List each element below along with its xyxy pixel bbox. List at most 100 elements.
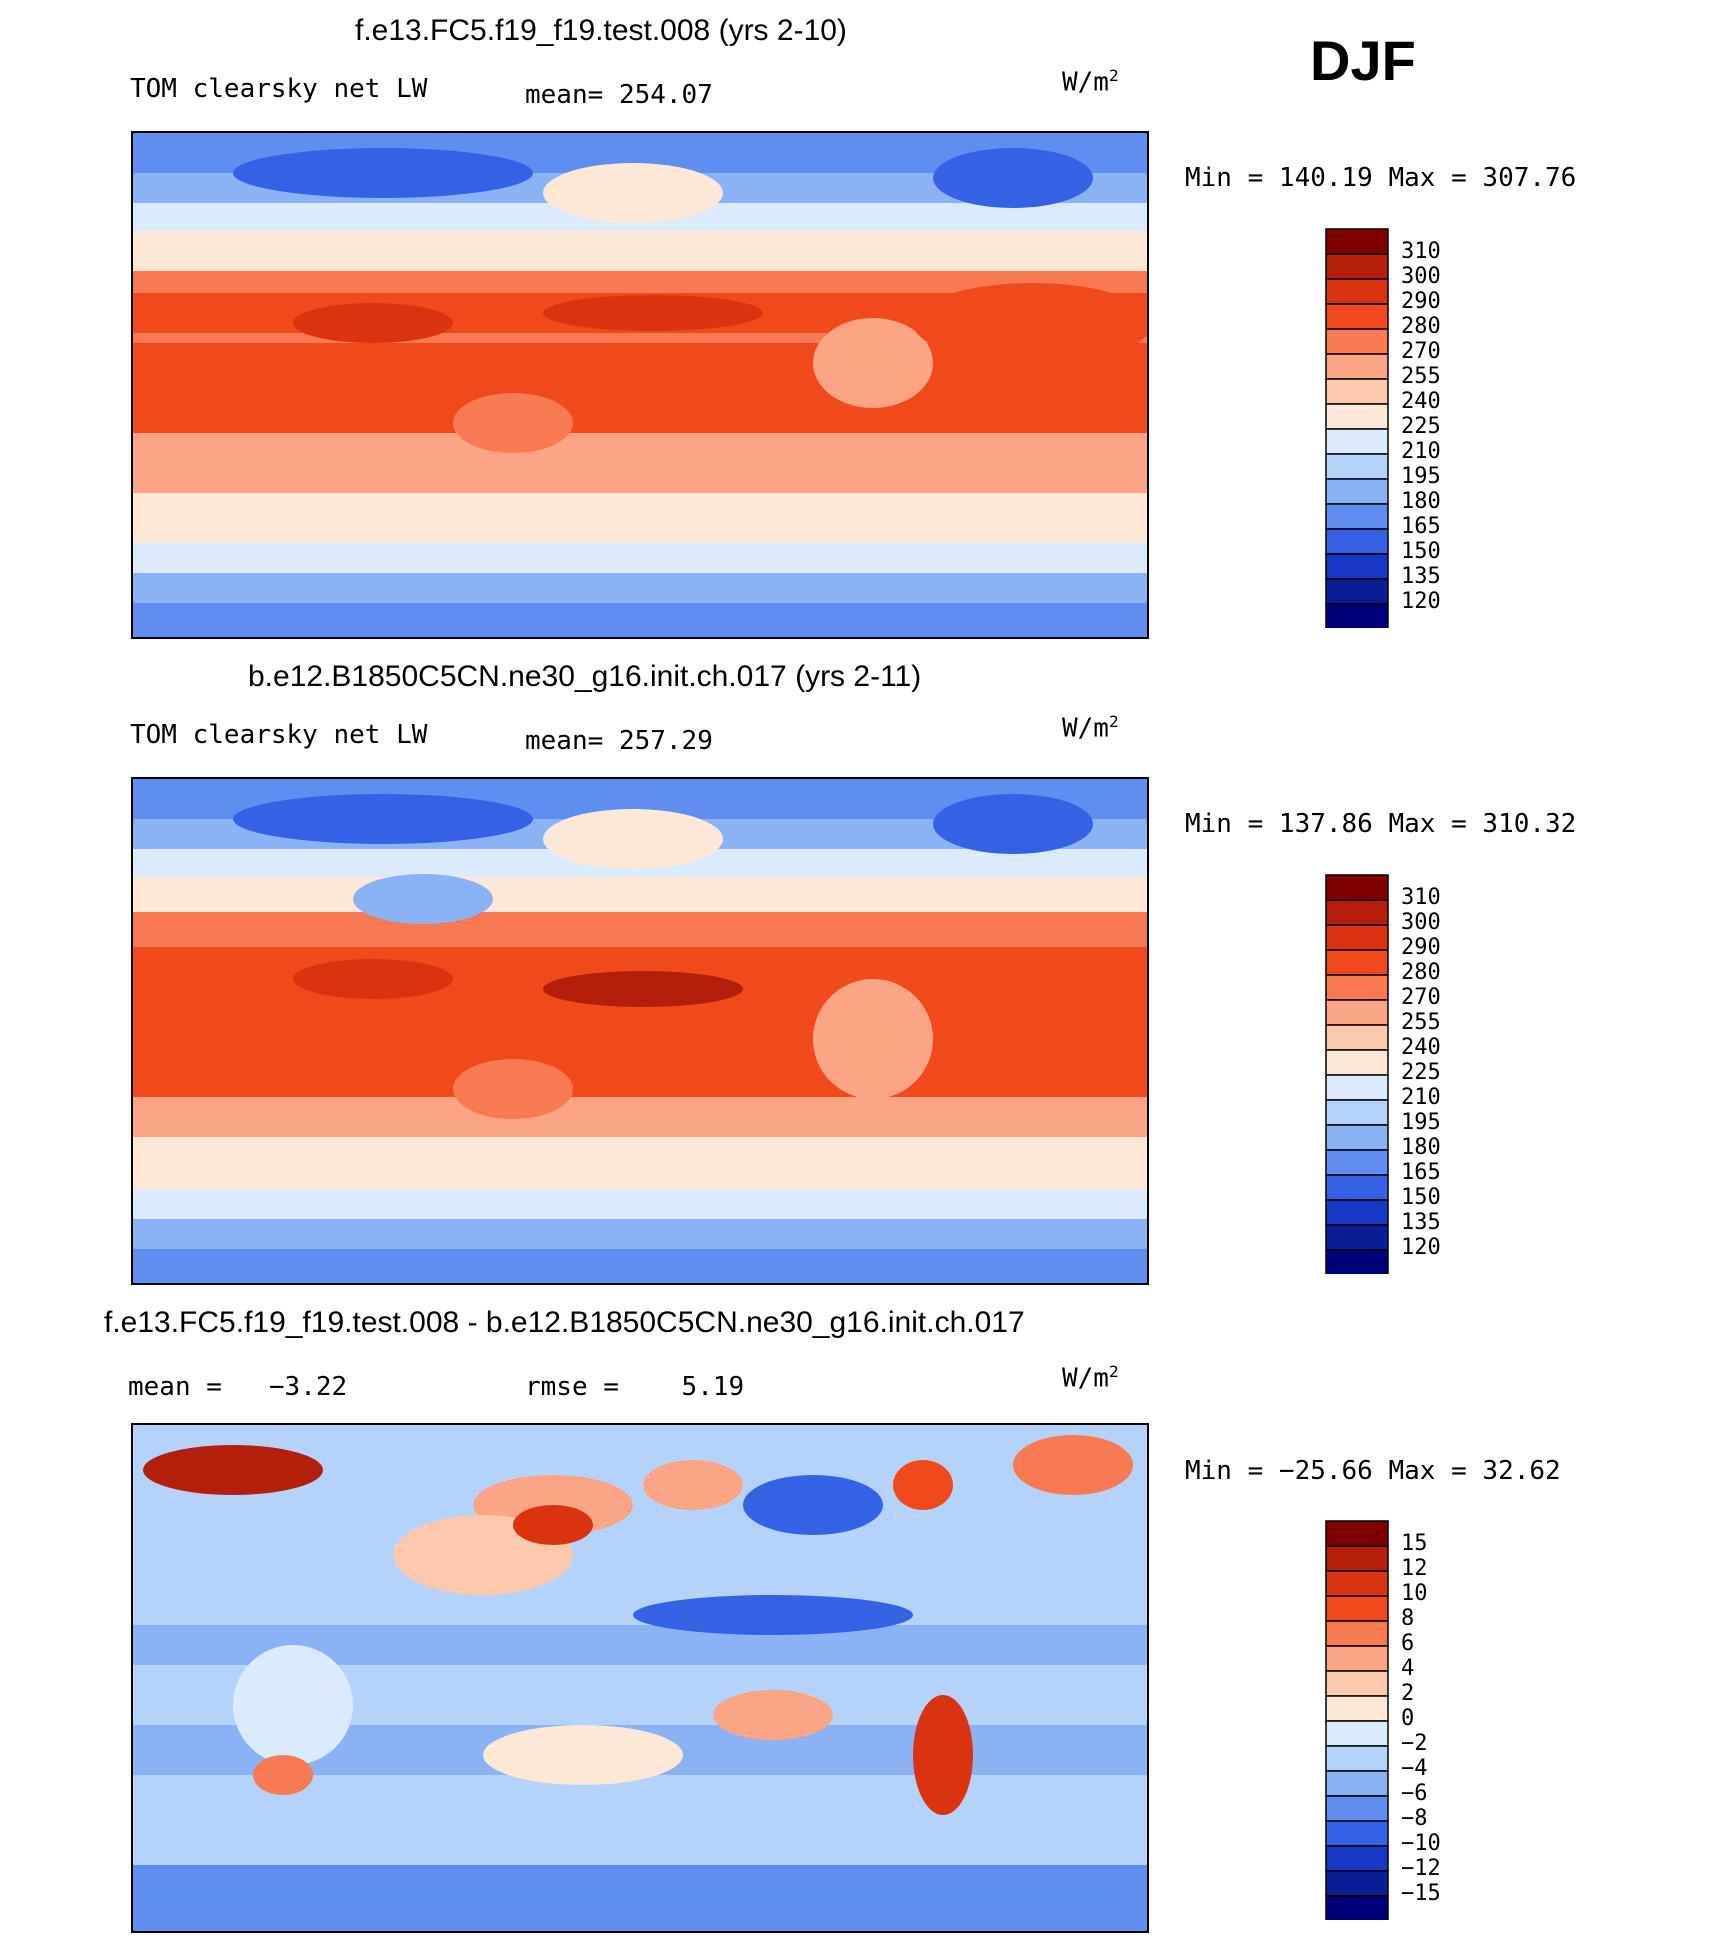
colorbar-tick-label: 0 xyxy=(1401,1706,1415,1731)
panel2-variable: TOM clearsky net LW xyxy=(130,720,428,750)
colorbar-tick-label: 280 xyxy=(1401,960,1441,985)
colorbar-tick-label: −4 xyxy=(1401,1756,1428,1781)
colorbar-swatch xyxy=(1325,1199,1389,1226)
colorbar-tick-label: 4 xyxy=(1401,1656,1415,1681)
colorbar-swatch xyxy=(1325,553,1389,580)
colorbar-tick-label: 165 xyxy=(1401,514,1441,539)
colorbar-tick-label: 210 xyxy=(1401,1085,1441,1110)
colorbar-tick-label: 225 xyxy=(1401,414,1441,439)
colorbar-swatch xyxy=(1325,1645,1389,1672)
colorbar-swatch xyxy=(1325,1520,1389,1547)
colorbar-tick-label: 300 xyxy=(1401,264,1441,289)
colorbar-tick-label: 300 xyxy=(1401,910,1441,935)
panel2-map-svg xyxy=(133,779,1147,1283)
colorbar-swatch xyxy=(1325,428,1389,455)
panel3-title: f.e13.FC5.f19_f19.test.008 - b.e12.B1850… xyxy=(104,1306,1025,1339)
colorbar-tick-label: −10 xyxy=(1401,1831,1441,1856)
panel2-title: b.e12.B1850C5CN.ne30_g16.init.ch.017 (yr… xyxy=(248,660,922,693)
colorbar-swatch xyxy=(1325,1174,1389,1201)
colorbar-swatch xyxy=(1325,1820,1389,1847)
units-text: W/m xyxy=(1062,713,1109,744)
colorbar-tick-label: 290 xyxy=(1401,935,1441,960)
colorbar-swatch xyxy=(1325,1149,1389,1176)
colorbar-tick-label: 290 xyxy=(1401,289,1441,314)
panel2-map xyxy=(131,777,1149,1285)
panel2-colorbar xyxy=(1325,874,1389,1274)
colorbar-swatch xyxy=(1325,1595,1389,1622)
colorbar-tick-label: 150 xyxy=(1401,1185,1441,1210)
panel3-colorbar xyxy=(1325,1520,1389,1920)
colorbar-swatch xyxy=(1325,278,1389,305)
colorbar-tick-label: 120 xyxy=(1401,1235,1441,1260)
panel1-colorbar xyxy=(1325,228,1389,628)
colorbar-swatch xyxy=(1325,1895,1389,1920)
colorbar-tick-label: 135 xyxy=(1401,564,1441,589)
panel3-min-max: Min = −25.66 Max = 32.62 xyxy=(1185,1456,1561,1486)
colorbar-swatch xyxy=(1325,1670,1389,1697)
units-text: W/m xyxy=(1062,67,1109,98)
colorbar-tick-label: 150 xyxy=(1401,539,1441,564)
panel2-mean-label: mean= xyxy=(525,726,604,756)
colorbar-tick-label: 135 xyxy=(1401,1210,1441,1235)
colorbar-swatch xyxy=(1325,1099,1389,1126)
panel3-rmse-value: 5.19 xyxy=(681,1372,745,1402)
colorbar-swatch xyxy=(1325,874,1389,901)
colorbar-swatch xyxy=(1325,228,1389,255)
colorbar-swatch xyxy=(1325,378,1389,405)
colorbar-swatch xyxy=(1325,353,1389,380)
colorbar-tick-label: 180 xyxy=(1401,489,1441,514)
colorbar-tick-label: −2 xyxy=(1401,1731,1428,1756)
colorbar-tick-label: −8 xyxy=(1401,1806,1428,1831)
colorbar-tick-label: 310 xyxy=(1401,239,1441,264)
colorbar-swatch xyxy=(1325,1870,1389,1897)
colorbar-swatch xyxy=(1325,1795,1389,1822)
panel3-mean-value: −3.22 xyxy=(268,1372,348,1402)
colorbar-swatch xyxy=(1325,1049,1389,1076)
colorbar-swatch xyxy=(1325,1074,1389,1101)
colorbar-tick-label: 270 xyxy=(1401,339,1441,364)
panel1-min-max: Min = 140.19 Max = 307.76 xyxy=(1185,163,1577,193)
panel3-rmse: rmse = 5.19 xyxy=(525,1372,744,1402)
colorbar-swatch xyxy=(1325,478,1389,505)
colorbar-swatch xyxy=(1325,1124,1389,1151)
units-sup: 2 xyxy=(1108,712,1119,731)
colorbar-swatch xyxy=(1325,603,1389,628)
colorbar-tick-label: 15 xyxy=(1401,1531,1428,1556)
panel1-map-svg xyxy=(133,133,1147,637)
colorbar-tick-label: 195 xyxy=(1401,1110,1441,1135)
colorbar-swatch xyxy=(1325,974,1389,1001)
panel2-min-max: Min = 137.86 Max = 310.32 xyxy=(1185,809,1577,839)
panel3-mean-label: mean = xyxy=(128,1372,222,1402)
panel1-mean-label: mean= xyxy=(525,80,604,110)
colorbar-tick-label: 2 xyxy=(1401,1681,1415,1706)
colorbar-tick-label: 255 xyxy=(1401,364,1441,389)
colorbar-tick-label: 210 xyxy=(1401,439,1441,464)
colorbar-swatch xyxy=(1325,899,1389,926)
colorbar-tick-label: 6 xyxy=(1401,1631,1415,1656)
colorbar-tick-label: 180 xyxy=(1401,1135,1441,1160)
colorbar-tick-label: 12 xyxy=(1401,1556,1428,1581)
panel2-mean-value: 257.29 xyxy=(618,726,713,756)
colorbar-swatch xyxy=(1325,1720,1389,1747)
panel1-units: W/m2 xyxy=(1062,66,1119,98)
units-sup: 2 xyxy=(1108,66,1119,85)
units-sup: 2 xyxy=(1108,1362,1119,1381)
colorbar-swatch xyxy=(1325,1249,1389,1274)
colorbar-swatch xyxy=(1325,528,1389,555)
colorbar-tick-label: 120 xyxy=(1401,589,1441,614)
colorbar-tick-label: −15 xyxy=(1401,1881,1441,1906)
panel3-mean: mean = −3.22 xyxy=(128,1372,347,1402)
panel2-units: W/m2 xyxy=(1062,712,1119,744)
colorbar-swatch xyxy=(1325,578,1389,605)
colorbar-tick-label: 255 xyxy=(1401,1010,1441,1035)
colorbar-swatch xyxy=(1325,1695,1389,1722)
colorbar-swatch xyxy=(1325,999,1389,1026)
colorbar-swatch xyxy=(1325,949,1389,976)
colorbar-tick-label: 240 xyxy=(1401,1035,1441,1060)
colorbar-swatch xyxy=(1325,403,1389,430)
colorbar-tick-label: 225 xyxy=(1401,1060,1441,1085)
colorbar-swatch xyxy=(1325,1570,1389,1597)
panel3-map xyxy=(131,1423,1149,1933)
colorbar-tick-label: 270 xyxy=(1401,985,1441,1010)
colorbar-tick-label: −12 xyxy=(1401,1856,1441,1881)
